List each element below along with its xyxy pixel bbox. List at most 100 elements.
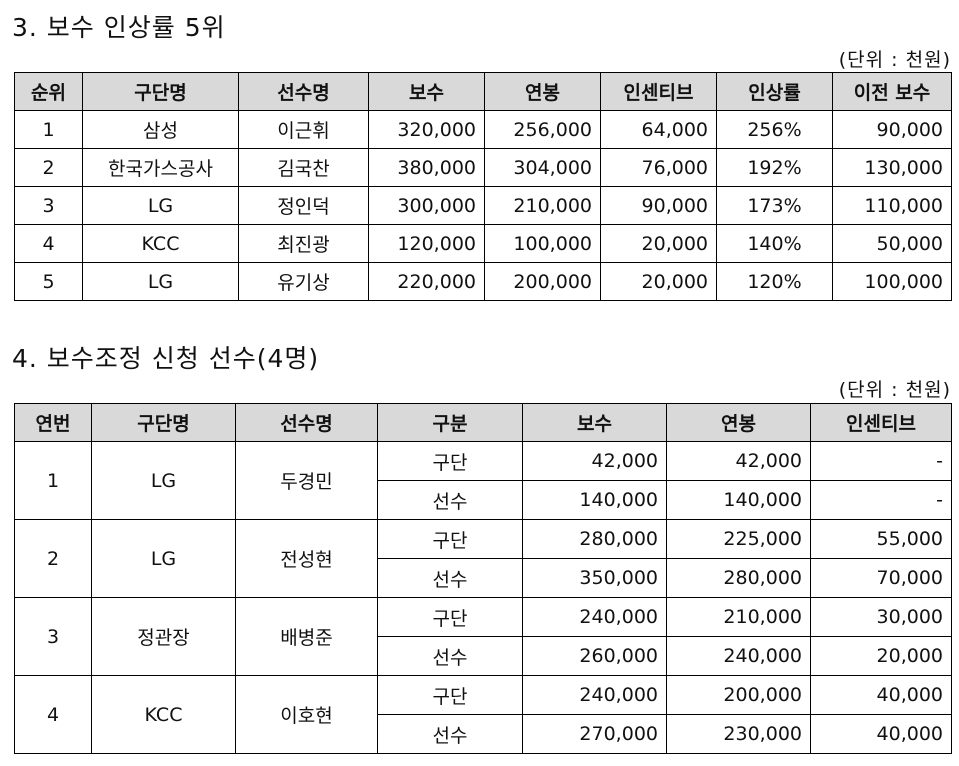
- salary-cell: 42,000: [666, 441, 811, 481]
- team-cell: LG: [82, 186, 239, 225]
- salary-arbitration-table: 연번 구단명 선수명 구분 보수 연봉 인센티브 1 LG 두경민 구단 42,…: [14, 403, 952, 754]
- number-cell: 4: [14, 675, 92, 754]
- table-row: 3 LG 정인덕 300,000 210,000 90,000 173% 110…: [14, 186, 952, 225]
- table-row: 1 삼성 이근휘 320,000 256,000 64,000 256% 90,…: [14, 110, 952, 149]
- salary-cell: 140,000: [666, 480, 811, 520]
- table-row: 2 LG 전성현 구단 280,000 225,000 55,000: [14, 519, 952, 598]
- rank-cell: 3: [14, 186, 83, 225]
- team-cell: LG: [91, 441, 236, 520]
- pay-cell: 140,000: [522, 480, 667, 520]
- header-incentive: 인센티브: [810, 403, 952, 442]
- previous-pay-cell: 100,000: [832, 262, 952, 301]
- salary-cell: 256,000: [484, 110, 601, 149]
- team-cell: 한국가스공사: [82, 148, 239, 187]
- increase-rate-cell: 120%: [716, 262, 833, 301]
- table-row: 선수 260,000 240,000 20,000: [15, 636, 952, 676]
- player-cell: 두경민: [235, 441, 378, 520]
- pay-cell: 220,000: [368, 262, 485, 301]
- salary-cell: 240,000: [666, 636, 811, 676]
- category-cell: 선수: [377, 636, 523, 676]
- salary-increase-table: 순위 구단명 선수명 보수 연봉 인센티브 인상률 이전 보수 1 삼성 이근휘…: [14, 72, 952, 301]
- previous-pay-cell: 130,000: [832, 148, 952, 187]
- table-row: 선수 270,000 230,000 40,000: [15, 714, 952, 754]
- previous-pay-cell: 110,000: [832, 186, 952, 225]
- player-cell: 최진광: [238, 224, 369, 263]
- incentive-cell: 90,000: [600, 186, 717, 225]
- header-player: 선수명: [235, 403, 378, 442]
- incentive-cell: 76,000: [600, 148, 717, 187]
- number-cell: 3: [14, 597, 92, 676]
- salary-cell: 210,000: [484, 186, 601, 225]
- incentive-cell: 40,000: [810, 675, 952, 715]
- incentive-cell: -: [810, 480, 952, 520]
- header-team: 구단명: [91, 403, 236, 442]
- pay-cell: 350,000: [522, 558, 667, 598]
- header-number: 연번: [14, 403, 92, 442]
- header-previous-pay: 이전 보수: [832, 72, 952, 111]
- pay-cell: 270,000: [522, 714, 667, 754]
- section2-title: 4. 보수조정 신청 선수(4명): [12, 344, 320, 373]
- player-cell: 전성현: [235, 519, 378, 598]
- table-row: 4 KCC 최진광 120,000 100,000 20,000 140% 50…: [14, 224, 952, 263]
- category-cell: 구단: [377, 675, 523, 715]
- number-cell: 1: [14, 441, 92, 520]
- player-cell: 배병준: [235, 597, 378, 676]
- header-salary: 연봉: [666, 403, 811, 442]
- increase-rate-cell: 256%: [716, 110, 833, 149]
- header-pay: 보수: [368, 72, 485, 111]
- category-cell: 구단: [377, 441, 523, 481]
- player-cell: 정인덕: [238, 186, 369, 225]
- rank-cell: 2: [14, 148, 83, 187]
- incentive-cell: -: [810, 441, 952, 481]
- table-row: 선수 140,000 140,000 -: [15, 480, 952, 520]
- increase-rate-cell: 173%: [716, 186, 833, 225]
- number-cell: 2: [14, 519, 92, 598]
- salary-cell: 225,000: [666, 519, 811, 559]
- pay-cell: 300,000: [368, 186, 485, 225]
- category-cell: 구단: [377, 519, 523, 559]
- player-cell: 이근휘: [238, 110, 369, 149]
- increase-rate-cell: 192%: [716, 148, 833, 187]
- team-cell: KCC: [82, 224, 239, 263]
- team-cell: KCC: [91, 675, 236, 754]
- pay-cell: 380,000: [368, 148, 485, 187]
- section1-title: 3. 보수 인상률 5위: [12, 13, 226, 42]
- table-header-row: 연번 구단명 선수명 구분 보수 연봉 인센티브: [14, 403, 952, 442]
- team-cell: 삼성: [82, 110, 239, 149]
- rank-cell: 5: [14, 262, 83, 301]
- table-row: 2 한국가스공사 김국찬 380,000 304,000 76,000 192%…: [14, 148, 952, 187]
- header-pay: 보수: [522, 403, 667, 442]
- rank-cell: 1: [14, 110, 83, 149]
- header-player: 선수명: [238, 72, 369, 111]
- incentive-cell: 30,000: [810, 597, 952, 637]
- pay-cell: 260,000: [522, 636, 667, 676]
- team-cell: LG: [82, 262, 239, 301]
- pay-cell: 240,000: [522, 675, 667, 715]
- pay-cell: 240,000: [522, 597, 667, 637]
- salary-cell: 280,000: [666, 558, 811, 598]
- header-category: 구분: [377, 403, 523, 442]
- pay-cell: 42,000: [522, 441, 667, 481]
- incentive-cell: 20,000: [600, 224, 717, 263]
- category-cell: 구단: [377, 597, 523, 637]
- team-cell: 정관장: [91, 597, 236, 676]
- pay-cell: 320,000: [368, 110, 485, 149]
- table-row: 3 정관장 배병준 구단 240,000 210,000 30,000: [14, 597, 952, 676]
- table-row: 4 KCC 이호현 구단 240,000 200,000 40,000: [14, 675, 952, 754]
- category-cell: 선수: [377, 714, 523, 754]
- header-rank: 순위: [14, 72, 83, 111]
- header-increase-rate: 인상률: [716, 72, 833, 111]
- rank-cell: 4: [14, 224, 83, 263]
- player-cell: 김국찬: [238, 148, 369, 187]
- header-team: 구단명: [82, 72, 239, 111]
- table-row: 5 LG 유기상 220,000 200,000 20,000 120% 100…: [14, 262, 952, 301]
- pay-cell: 120,000: [368, 224, 485, 263]
- incentive-cell: 64,000: [600, 110, 717, 149]
- team-cell: LG: [91, 519, 236, 598]
- increase-rate-cell: 140%: [716, 224, 833, 263]
- salary-cell: 100,000: [484, 224, 601, 263]
- salary-cell: 304,000: [484, 148, 601, 187]
- category-cell: 선수: [377, 558, 523, 598]
- previous-pay-cell: 50,000: [832, 224, 952, 263]
- table-row: 선수 350,000 280,000 70,000: [15, 558, 952, 598]
